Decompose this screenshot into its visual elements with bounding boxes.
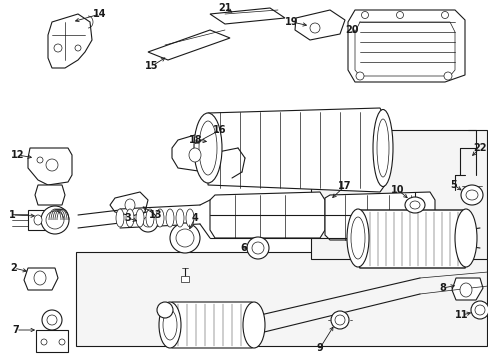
Text: 3: 3 [124, 213, 131, 223]
Text: 18: 18 [189, 135, 203, 145]
Ellipse shape [159, 302, 181, 348]
Polygon shape [209, 8, 285, 24]
Ellipse shape [474, 305, 484, 315]
Ellipse shape [246, 237, 268, 259]
Ellipse shape [75, 45, 81, 51]
Ellipse shape [41, 339, 47, 345]
Text: 7: 7 [13, 325, 20, 335]
Ellipse shape [404, 197, 424, 213]
Ellipse shape [54, 44, 62, 52]
Ellipse shape [41, 206, 69, 234]
Ellipse shape [34, 271, 46, 285]
Ellipse shape [46, 211, 64, 229]
Ellipse shape [165, 209, 174, 227]
Ellipse shape [334, 315, 345, 325]
Text: 16: 16 [213, 125, 226, 135]
Ellipse shape [176, 229, 194, 247]
Ellipse shape [142, 217, 153, 227]
Ellipse shape [251, 242, 264, 254]
Ellipse shape [465, 190, 477, 200]
Ellipse shape [346, 209, 368, 267]
Text: 5: 5 [450, 180, 456, 190]
Bar [181, 276, 189, 282]
Polygon shape [451, 278, 482, 300]
Ellipse shape [194, 113, 222, 183]
Ellipse shape [170, 223, 200, 253]
Polygon shape [48, 14, 92, 68]
Text: 17: 17 [338, 181, 351, 191]
Ellipse shape [146, 209, 154, 227]
Bar [36, 330, 68, 352]
Polygon shape [209, 192, 325, 238]
Ellipse shape [441, 12, 447, 18]
Text: 12: 12 [11, 150, 25, 160]
Ellipse shape [46, 159, 58, 171]
Ellipse shape [156, 209, 163, 227]
Bar [76, 252, 486, 346]
Polygon shape [24, 268, 58, 290]
Polygon shape [172, 132, 218, 172]
Text: 9: 9 [316, 343, 323, 353]
Ellipse shape [163, 310, 177, 340]
Ellipse shape [176, 209, 183, 227]
Text: 22: 22 [472, 143, 486, 153]
Ellipse shape [157, 302, 173, 318]
Text: 10: 10 [390, 185, 404, 195]
Ellipse shape [330, 311, 348, 329]
Ellipse shape [34, 215, 42, 225]
Ellipse shape [42, 310, 62, 330]
Ellipse shape [116, 209, 124, 227]
Ellipse shape [372, 109, 392, 186]
Ellipse shape [59, 339, 65, 345]
Polygon shape [28, 148, 72, 185]
Polygon shape [110, 192, 148, 216]
Polygon shape [347, 10, 464, 82]
Text: 15: 15 [145, 61, 159, 71]
Ellipse shape [125, 199, 135, 211]
Ellipse shape [355, 72, 363, 80]
Ellipse shape [454, 209, 476, 267]
Text: 20: 20 [345, 25, 358, 35]
Ellipse shape [47, 315, 57, 325]
Ellipse shape [189, 148, 201, 162]
Ellipse shape [243, 302, 264, 348]
Ellipse shape [470, 301, 488, 319]
Ellipse shape [459, 283, 471, 297]
Ellipse shape [361, 12, 368, 18]
Ellipse shape [185, 209, 194, 227]
Polygon shape [294, 10, 345, 40]
Ellipse shape [443, 72, 451, 80]
Ellipse shape [309, 23, 319, 33]
Polygon shape [168, 302, 256, 348]
Text: 13: 13 [149, 210, 163, 220]
Bar [310, 130, 486, 259]
Polygon shape [207, 108, 384, 192]
Ellipse shape [138, 212, 158, 232]
Polygon shape [35, 185, 65, 205]
Polygon shape [148, 30, 229, 60]
Ellipse shape [409, 201, 419, 209]
Bar [28, 210, 48, 230]
Text: 2: 2 [11, 263, 18, 273]
Text: 21: 21 [218, 3, 231, 13]
Ellipse shape [199, 121, 217, 175]
Ellipse shape [376, 119, 388, 177]
Text: 6: 6 [240, 243, 247, 253]
Ellipse shape [350, 217, 364, 259]
Polygon shape [325, 192, 434, 240]
Text: 8: 8 [439, 283, 446, 293]
Ellipse shape [460, 185, 482, 205]
Ellipse shape [396, 12, 403, 18]
Ellipse shape [37, 157, 43, 163]
Text: 4: 4 [191, 213, 198, 223]
Polygon shape [355, 210, 467, 268]
Text: 19: 19 [285, 17, 298, 27]
Text: 14: 14 [93, 9, 106, 19]
Ellipse shape [136, 209, 143, 227]
Text: 11: 11 [454, 310, 468, 320]
Text: 1: 1 [9, 210, 15, 220]
Ellipse shape [126, 209, 134, 227]
